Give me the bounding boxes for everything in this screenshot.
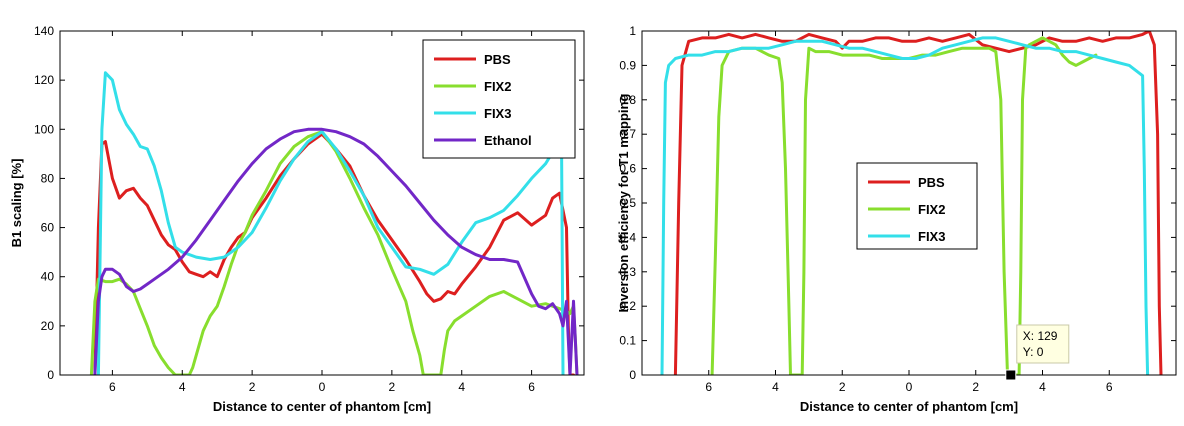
left-ytick-label: 20 <box>41 319 55 333</box>
right-series-pbs <box>673 31 1163 375</box>
right-xtick-label: 4 <box>1039 380 1046 394</box>
left-ytick-label: 80 <box>41 171 55 185</box>
left-legend-label-fix2: FIX2 <box>484 79 511 94</box>
right-ytick-label: 0.5 <box>619 196 636 210</box>
left-series-fix2 <box>89 130 579 375</box>
left-legend-label-fix3: FIX3 <box>484 106 511 121</box>
right-datatip: X: 129 Y: 0 <box>1005 324 1070 381</box>
right-legend: PBS FIX2 FIX3 <box>856 162 978 250</box>
right-ytick-label: 0 <box>629 368 636 382</box>
right-datatip-x: X: 129 <box>1023 329 1058 343</box>
right-ytick-label: 0.1 <box>619 334 636 348</box>
left-ytick-label: 40 <box>41 270 55 284</box>
right-xtick-label: 6 <box>705 380 712 394</box>
right-ytick-label: 0.3 <box>619 265 636 279</box>
left-series-group <box>89 71 579 375</box>
right-series-fix3 <box>660 36 1150 375</box>
right-ytick-label: 0.2 <box>619 299 636 313</box>
left-ytick-label: 120 <box>34 73 54 87</box>
left-xtick-label: 2 <box>389 380 396 394</box>
right-xtick-label: 0 <box>906 380 913 394</box>
right-ytick-label: 0.9 <box>619 58 636 72</box>
right-xtick-label: 6 <box>1106 380 1113 394</box>
right-ytick-label: 0.4 <box>619 230 636 244</box>
right-xtick-label: 2 <box>972 380 979 394</box>
left-legend: PBS FIX2 FIX3 Ethanol <box>422 39 576 159</box>
right-ytick-label: 0.8 <box>619 93 636 107</box>
right-legend-label-pbs: PBS <box>918 175 945 190</box>
right-legend-label-fix2: FIX2 <box>918 202 945 217</box>
right-series-group <box>660 31 1163 375</box>
left-legend-label-pbs: PBS <box>484 52 511 67</box>
right-legend-label-fix3: FIX3 <box>918 229 945 244</box>
right-datatip-y: Y: 0 <box>1023 345 1044 359</box>
right-y-axis-label: Inversion efficiency for T1 mapping <box>616 94 631 313</box>
left-ytick-label: 0 <box>47 368 54 382</box>
right-chart: 6 4 2 0 2 4 6 0 0.1 0.2 0.3 0.4 0.5 0.6 0.7 0.8 0.9 1 Dist… <box>616 24 1177 414</box>
left-xtick-label: 0 <box>319 380 326 394</box>
left-series-ethanol <box>93 127 579 375</box>
left-xtick-label: 6 <box>109 380 116 394</box>
left-ytick-label: 140 <box>34 24 54 38</box>
left-xtick-label: 4 <box>179 380 186 394</box>
right-datatip-box <box>1016 324 1070 364</box>
left-y-axis-label: B1 scaling [%] <box>9 159 24 248</box>
right-xtick-label: 2 <box>839 380 846 394</box>
right-series-fix2 <box>710 36 1098 375</box>
left-ytick-label: 60 <box>41 221 55 235</box>
right-datatip-marker <box>1005 369 1017 381</box>
left-xtick-label: 2 <box>249 380 256 394</box>
right-ytick-label: 1 <box>629 24 636 38</box>
right-x-axis-label: Distance to center of phantom [cm] <box>800 399 1018 414</box>
right-xtick-label: 4 <box>772 380 779 394</box>
right-ytick-label: 0.6 <box>619 162 636 176</box>
right-ytick-label: 0.7 <box>619 127 636 141</box>
left-xtick-label: 4 <box>458 380 465 394</box>
left-legend-label-ethanol: Ethanol <box>484 133 532 148</box>
left-series-fix3 <box>96 71 565 375</box>
left-xtick-label: 6 <box>528 380 535 394</box>
left-x-axis-label: Distance to center of phantom [cm] <box>213 399 431 414</box>
left-ytick-label: 100 <box>34 122 54 136</box>
